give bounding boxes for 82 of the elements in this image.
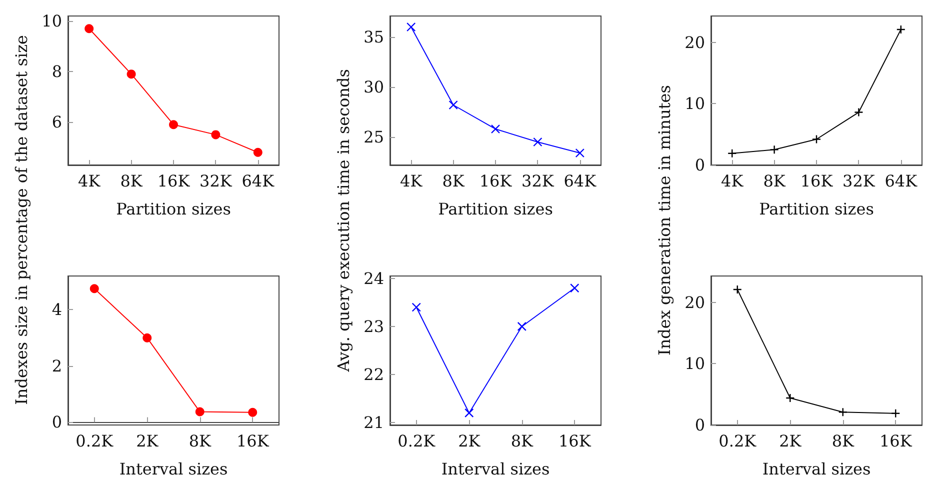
x-tick-label: 2K (136, 432, 160, 450)
x-tick-label: 16K (558, 432, 592, 450)
point (90, 284, 99, 294)
point (570, 283, 580, 293)
x-tick-label: 0.2K (76, 432, 114, 450)
x-axis-title: Partition sizes (438, 200, 553, 218)
x-axis-title: Interval sizes (762, 460, 871, 477)
point (448, 100, 458, 110)
x-tick-label: 16K (479, 172, 513, 190)
y-tick-label: 2 (52, 356, 62, 376)
y-tick-label: 30 (364, 78, 384, 96)
point (812, 134, 822, 144)
point (838, 408, 848, 417)
y-axis-title: Indexes size in percentage of the dataset size (12, 35, 30, 405)
x-axis-title: Partition sizes (759, 200, 874, 218)
point (854, 108, 864, 117)
y-tick-label: 25 (364, 128, 384, 146)
x-tick-label: 8K (120, 172, 144, 190)
point (169, 120, 178, 130)
x-tick-label: 64K (242, 172, 276, 190)
x-tick-label: 2K (458, 432, 482, 450)
x-tick-label: 64K (564, 172, 598, 190)
x-tick-label: 16K (157, 172, 191, 190)
x-tick-label: 8K (188, 432, 212, 450)
y-tick-label: 0 (694, 156, 705, 174)
point (786, 393, 795, 403)
y-tick-label: 35 (364, 28, 384, 46)
x-tick-label: 8K (832, 432, 855, 450)
y-tick-label: 0 (694, 416, 705, 434)
x-tick-label: 8K (442, 172, 466, 190)
x-tick-label: 32K (842, 172, 876, 190)
y-tick-label: 4 (52, 300, 62, 320)
x-tick-label: 8K (763, 172, 786, 190)
x-axis-title: Partition sizes (116, 200, 231, 218)
y-tick-label: 10 (684, 94, 705, 114)
x-tick-label: 4K (721, 172, 744, 190)
x-tick-label: 16K (800, 172, 834, 190)
point (211, 130, 220, 140)
x-axis-title: Interval sizes (441, 460, 550, 477)
y-tick-label: 0 (52, 412, 62, 432)
point (253, 148, 262, 157)
x-tick-label: 0.2K (718, 432, 758, 450)
x-tick-label: 4K (400, 172, 424, 190)
point (575, 148, 584, 158)
x-tick-label: 4K (78, 172, 102, 190)
point (412, 302, 421, 312)
y-axis-title: Avg. query execution time in seconds (334, 68, 352, 372)
x-tick-label: 16K (236, 432, 270, 450)
point (126, 70, 136, 79)
y-tick-label: 24 (364, 268, 384, 288)
point (732, 284, 742, 294)
x-tick-label: 64K (884, 172, 918, 190)
y-tick-label: 10 (684, 354, 705, 374)
y-tick-label: 22 (364, 365, 384, 384)
x-tick-label: 32K (200, 172, 233, 190)
x-tick-label: 16K (879, 432, 913, 450)
point (142, 333, 152, 342)
y-tick-label: 10 (42, 12, 62, 31)
point (896, 24, 906, 34)
y-tick-label: 23 (364, 316, 384, 336)
y-tick-label: 21 (364, 413, 384, 432)
point (517, 322, 526, 332)
point (464, 408, 474, 418)
point (728, 148, 737, 158)
point (891, 408, 900, 418)
x-tick-label: 2K (779, 432, 802, 450)
x-tick-label: 8K (510, 432, 534, 450)
point (248, 408, 258, 417)
y-tick-label: 8 (52, 62, 62, 82)
point (770, 145, 779, 154)
point (84, 24, 94, 34)
point (195, 407, 204, 416)
x-tick-label: 0.2K (398, 432, 436, 450)
x-tick-label: 32K (522, 172, 555, 190)
y-tick-label: 20 (684, 32, 705, 52)
y-tick-label: 6 (52, 112, 62, 132)
point (533, 137, 542, 147)
x-axis-title: Interval sizes (119, 460, 228, 477)
y-axis-title: Index generation time in minutes (654, 84, 674, 356)
point (406, 22, 416, 32)
y-tick-label: 20 (684, 292, 705, 312)
point (490, 124, 500, 134)
